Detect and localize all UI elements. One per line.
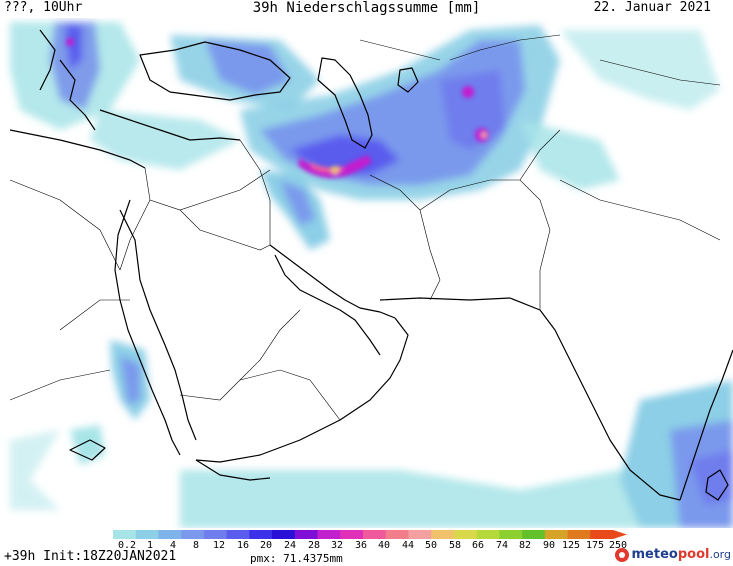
scale-swatch	[294, 530, 319, 539]
scale-swatch	[431, 530, 455, 539]
scale-swatch	[499, 530, 523, 539]
scale-swatch	[113, 530, 137, 539]
scale-swatch	[476, 530, 500, 539]
logo-text-org: .org	[709, 548, 731, 561]
scale-swatch	[544, 530, 569, 539]
scale-label: 250	[609, 540, 628, 551]
scale-label: 12	[213, 540, 226, 551]
coastlines	[9, 29, 733, 501]
init-run-label: +39h Init:18Z20JAN2021	[4, 549, 177, 564]
location-time-label: ???, 10Uhr	[4, 0, 83, 15]
scale-swatch	[567, 530, 591, 539]
borders	[9, 34, 721, 421]
scale-label: 82	[519, 540, 532, 551]
scale-label: 66	[472, 540, 485, 551]
scale-label: 0.2	[118, 540, 137, 551]
scale-label: 24	[284, 540, 297, 551]
scale-label: 175	[586, 540, 605, 551]
scale-swatch	[158, 530, 182, 539]
scale-label: 1	[147, 540, 154, 551]
color-scale-bar	[113, 530, 627, 539]
logo-icon	[614, 547, 629, 562]
scale-label: 16	[237, 540, 250, 551]
scale-swatch	[522, 530, 546, 539]
scale-label: 36	[355, 540, 368, 551]
scale-swatch	[453, 530, 478, 539]
forecast-date: 22. Januar 2021	[593, 0, 711, 15]
scale-swatch	[363, 530, 387, 539]
logo-text-pool: pool	[677, 547, 710, 562]
scale-swatch	[385, 530, 409, 539]
scale-label: 58	[449, 540, 462, 551]
scale-swatch	[317, 530, 341, 539]
scale-label: 40	[378, 540, 391, 551]
scale-label: 74	[496, 540, 509, 551]
scale-swatch	[226, 530, 250, 539]
precipitation-map	[9, 22, 733, 528]
scale-label: 28	[308, 540, 321, 551]
precipitation-maxima	[66, 38, 489, 178]
scale-label: 8	[193, 540, 200, 551]
meteopool-logo[interactable]: meteo pool .org	[614, 547, 731, 562]
scale-overflow-arrow	[613, 530, 627, 539]
scale-label: 4	[170, 540, 177, 551]
pmx-label: pmx: 71.4375mm	[250, 552, 343, 565]
scale-swatch	[135, 530, 159, 539]
scale-swatch	[408, 530, 432, 539]
scale-swatch	[181, 530, 205, 539]
scale-swatch	[272, 530, 296, 539]
scale-label: 50	[425, 540, 438, 551]
scale-label: 20	[260, 540, 273, 551]
map-title: 39h Niederschlagssumme [mm]	[252, 0, 481, 16]
scale-label: 44	[402, 540, 415, 551]
precipitation-field	[10, 22, 733, 528]
scale-swatch	[340, 530, 364, 539]
scale-swatch	[249, 530, 273, 539]
scale-swatch	[590, 530, 614, 539]
scale-label: 32	[331, 540, 344, 551]
scale-label: 125	[562, 540, 581, 551]
scale-label: 90	[543, 540, 556, 551]
scale-swatch	[203, 530, 228, 539]
logo-text-meteo: meteo	[631, 547, 678, 562]
